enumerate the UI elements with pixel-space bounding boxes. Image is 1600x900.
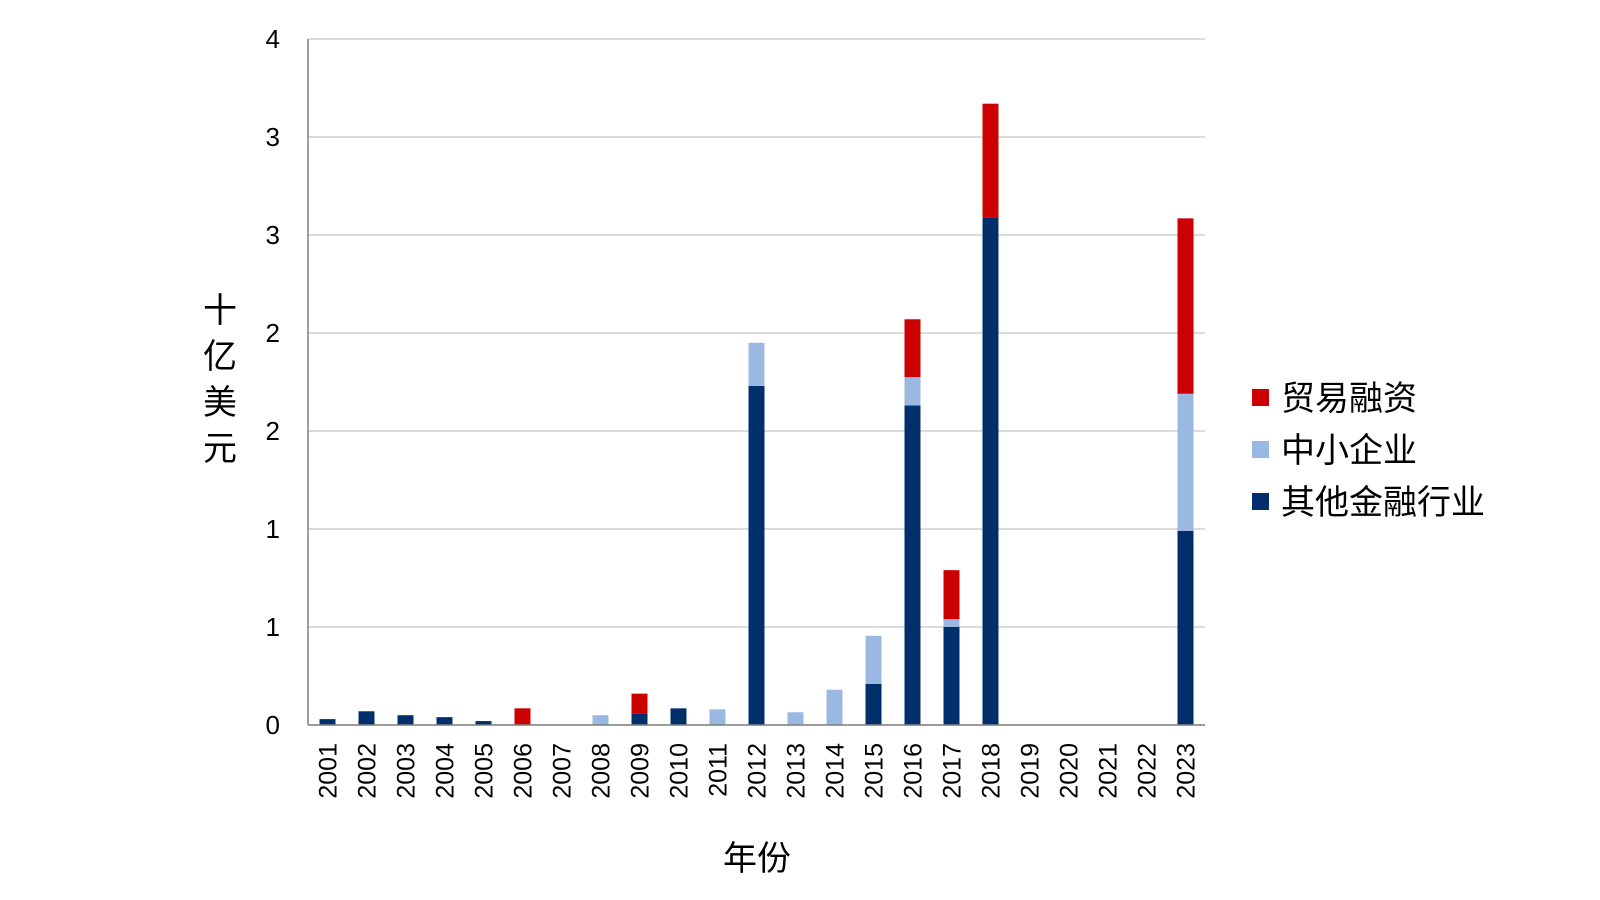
bar-2008-series-1 [592, 715, 609, 725]
x-tick-label: 2005 [471, 743, 499, 799]
bar-2017-series-2 [943, 570, 960, 620]
y-tick-labels: 0 1 1 2 2 3 3 4 [266, 24, 280, 740]
bar-2016-series-1 [904, 377, 921, 406]
bar-2017-series-1 [943, 619, 960, 627]
y-tick-label: 3 [266, 122, 280, 152]
legend-label: 其他金融行业 [1281, 483, 1485, 523]
bar-2016-series-0 [904, 405, 921, 725]
bar-series [319, 103, 1194, 726]
x-tick-label: 2003 [393, 743, 421, 799]
y-tick-label: 1 [266, 612, 280, 642]
bar-2023-series-2 [1177, 218, 1194, 394]
bar-2013-series-1 [787, 712, 804, 725]
x-tick-label: 2017 [939, 743, 967, 799]
y-tick-label: 3 [266, 220, 280, 250]
x-tick-label: 2004 [432, 743, 460, 799]
bar-2012-series-1 [748, 342, 765, 386]
bar-2003-series-0 [397, 715, 414, 725]
x-tick-label: 2014 [822, 743, 850, 799]
x-tick-label: 2007 [549, 743, 577, 799]
y-tick-label: 1 [266, 514, 280, 544]
bar-2023-series-0 [1177, 530, 1194, 725]
bar-2018-series-0 [982, 217, 999, 726]
bar-2001-series-0 [319, 719, 336, 725]
bar-2004-series-0 [436, 717, 453, 725]
bar-2002-series-0 [358, 711, 375, 725]
bar-2018-series-2 [982, 103, 999, 218]
x-tick-label: 2015 [861, 743, 889, 799]
y-tick-label: 4 [266, 24, 280, 54]
bar-2009-series-0 [631, 713, 648, 725]
x-tick-label: 2011 [705, 743, 733, 797]
y-tick-label: 0 [266, 710, 280, 740]
x-tick-label: 2022 [1134, 743, 1162, 799]
legend-swatch [1252, 493, 1269, 510]
x-tick-label: 2009 [627, 743, 655, 799]
x-tick-label: 2013 [783, 743, 811, 799]
x-tick-label: 2001 [315, 743, 343, 799]
x-tick-label: 2006 [510, 743, 538, 799]
x-tick-label: 2019 [1017, 743, 1045, 799]
bar-2023-series-1 [1177, 393, 1194, 531]
bar-2009-series-2 [631, 693, 648, 714]
bar-2015-series-0 [865, 683, 882, 725]
y-tick-label: 2 [266, 416, 280, 446]
legend-label: 贸易融资 [1281, 379, 1417, 419]
x-tick-label: 2021 [1095, 743, 1123, 799]
bar-2012-series-0 [748, 385, 765, 725]
bar-2017-series-0 [943, 627, 960, 725]
y-axis-title: 十亿美元 [203, 291, 237, 469]
bar-2011-series-1 [709, 709, 726, 725]
y-tick-label: 2 [266, 318, 280, 348]
x-tick-label: 2008 [588, 743, 616, 799]
bar-2016-series-2 [904, 319, 921, 378]
x-axis-title: 年份 [723, 839, 791, 879]
y-axis-title-text: 十亿美元 [203, 291, 237, 469]
bar-2005-series-0 [475, 721, 492, 725]
bar-2006-series-2 [514, 708, 531, 725]
x-tick-label: 2018 [978, 743, 1006, 799]
x-tick-labels: 2001 2002 2003 2004 2005 2006 2007 2008 2009 2010… [315, 743, 1201, 799]
legend-swatch [1252, 441, 1269, 458]
x-tick-label: 2002 [354, 743, 382, 799]
bar-2015-series-1 [865, 635, 882, 684]
x-tick-label: 2012 [744, 743, 772, 799]
legend-label: 中小企业 [1281, 431, 1417, 471]
x-tick-label: 2016 [900, 743, 928, 799]
axes [307, 39, 1205, 726]
x-tick-label: 2020 [1056, 743, 1084, 799]
bar-2014-series-1 [826, 689, 843, 725]
x-tick-label: 2023 [1173, 743, 1201, 799]
bar-2010-series-0 [670, 708, 687, 725]
x-tick-label: 2010 [666, 743, 694, 799]
legend-swatch [1252, 389, 1269, 406]
